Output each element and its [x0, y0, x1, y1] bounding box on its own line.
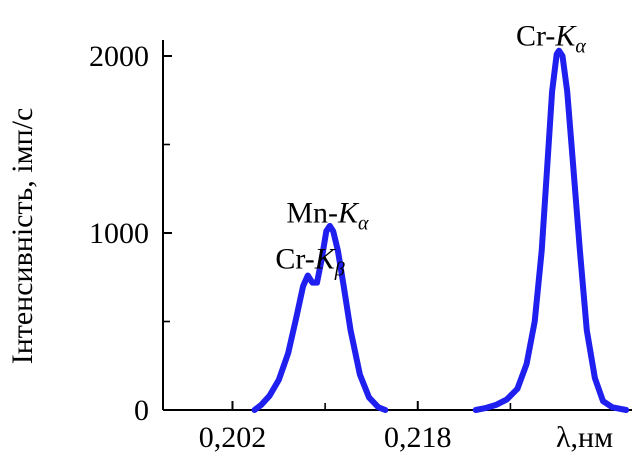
peak-label-mn-ka: Mn-Kα: [286, 196, 369, 234]
y-ticks: 0 1000 2000: [89, 40, 172, 427]
x-ticks: 0,202 0,218: [199, 401, 512, 454]
y-tick-label-0: 0: [134, 394, 149, 427]
x-tick-label-1: 0,218: [384, 421, 452, 454]
y-tick-label-2: 2000: [89, 40, 149, 73]
peak-label-cr-kb: Cr-Kβ: [275, 242, 344, 280]
series-group: [251, 47, 630, 413]
spectrum-peak-line-1: [472, 47, 630, 413]
y-axis-title: Інтенсивність, імп/с: [6, 108, 39, 365]
peak-label-cr-ka: Cr-Kα: [516, 19, 586, 57]
spectrum-peak-line-0: [251, 222, 389, 413]
y-tick-label-1: 1000: [89, 217, 149, 250]
x-tick-label-0: 0,202: [199, 421, 267, 454]
x-axis-title: λ,нм: [556, 421, 613, 454]
peak-annotations: Cr-Kβ Mn-Kα Cr-Kα: [275, 19, 586, 280]
